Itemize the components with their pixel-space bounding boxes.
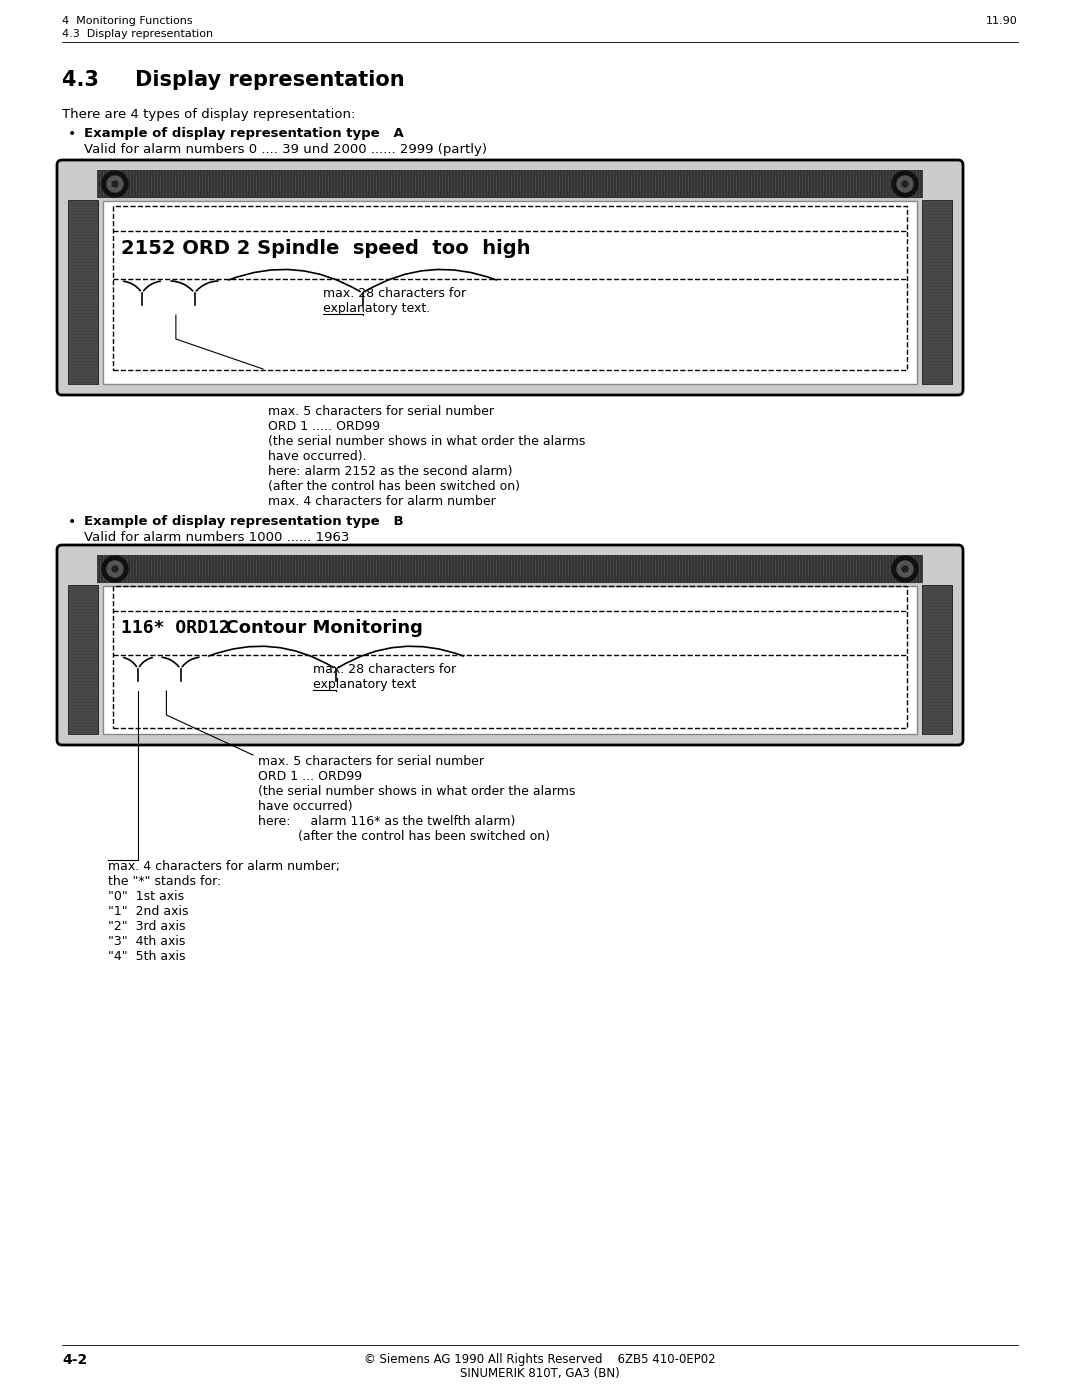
Text: 2152 ORD 2 Spindle  speed  too  high: 2152 ORD 2 Spindle speed too high [121, 239, 530, 258]
Text: © Siemens AG 1990 All Rights Reserved    6ZB5 410-0EP02: © Siemens AG 1990 All Rights Reserved 6Z… [364, 1354, 716, 1366]
Text: max. 28 characters for
explanatory text.: max. 28 characters for explanatory text. [323, 286, 467, 314]
Text: Valid for alarm numbers 0 .... 39 und 2000 ...... 2999 (partly): Valid for alarm numbers 0 .... 39 und 20… [84, 142, 487, 156]
Circle shape [902, 566, 908, 571]
Bar [103, 585, 917, 733]
Circle shape [107, 176, 123, 191]
Text: Example of display representation type   B: Example of display representation type B [84, 515, 404, 528]
Bar [113, 585, 907, 728]
Circle shape [102, 556, 129, 583]
Bar [103, 201, 917, 384]
Text: 4.3  Display representation: 4.3 Display representation [62, 29, 213, 39]
Text: Valid for alarm numbers 1000 ...... 1963: Valid for alarm numbers 1000 ...... 1963 [84, 531, 349, 543]
Bar [68, 585, 98, 733]
Text: •: • [68, 515, 77, 529]
Text: 116* ORD12: 116* ORD12 [121, 619, 230, 637]
Circle shape [112, 566, 118, 571]
Circle shape [112, 182, 118, 187]
Text: max. 5 characters for serial number
ORD 1 ... ORD99
(the serial number shows in : max. 5 characters for serial number ORD … [258, 754, 576, 842]
Circle shape [902, 182, 908, 187]
Circle shape [107, 562, 123, 577]
Text: Example of display representation type   A: Example of display representation type A [84, 127, 404, 140]
Bar [97, 555, 923, 583]
Text: There are 4 types of display representation:: There are 4 types of display representat… [62, 108, 355, 122]
Circle shape [892, 556, 918, 583]
Text: 4  Monitoring Functions: 4 Monitoring Functions [62, 15, 192, 27]
Text: max. 5 characters for serial number
ORD 1 ..... ORD99
(the serial number shows i: max. 5 characters for serial number ORD … [268, 405, 585, 509]
Circle shape [892, 170, 918, 197]
Text: SINUMERIK 810T, GA3 (BN): SINUMERIK 810T, GA3 (BN) [460, 1368, 620, 1380]
Text: •: • [68, 127, 77, 141]
Circle shape [897, 176, 913, 191]
Circle shape [102, 170, 129, 197]
Text: 11.90: 11.90 [986, 15, 1018, 27]
Circle shape [897, 562, 913, 577]
Bar [113, 205, 907, 370]
Text: Contour Monitoring: Contour Monitoring [213, 619, 423, 637]
FancyBboxPatch shape [57, 545, 963, 745]
FancyBboxPatch shape [57, 161, 963, 395]
Text: 4-2: 4-2 [62, 1354, 87, 1368]
Text: max. 4 characters for alarm number;
the "*" stands for:
"0"  1st axis
"1"  2nd a: max. 4 characters for alarm number; the … [108, 861, 340, 963]
Bar [97, 170, 923, 198]
Bar [922, 585, 951, 733]
Text: 4.3     Display representation: 4.3 Display representation [62, 70, 405, 89]
Bar [68, 200, 98, 384]
Bar [922, 200, 951, 384]
Text: max. 28 characters for
explanatory text: max. 28 characters for explanatory text [313, 664, 456, 692]
